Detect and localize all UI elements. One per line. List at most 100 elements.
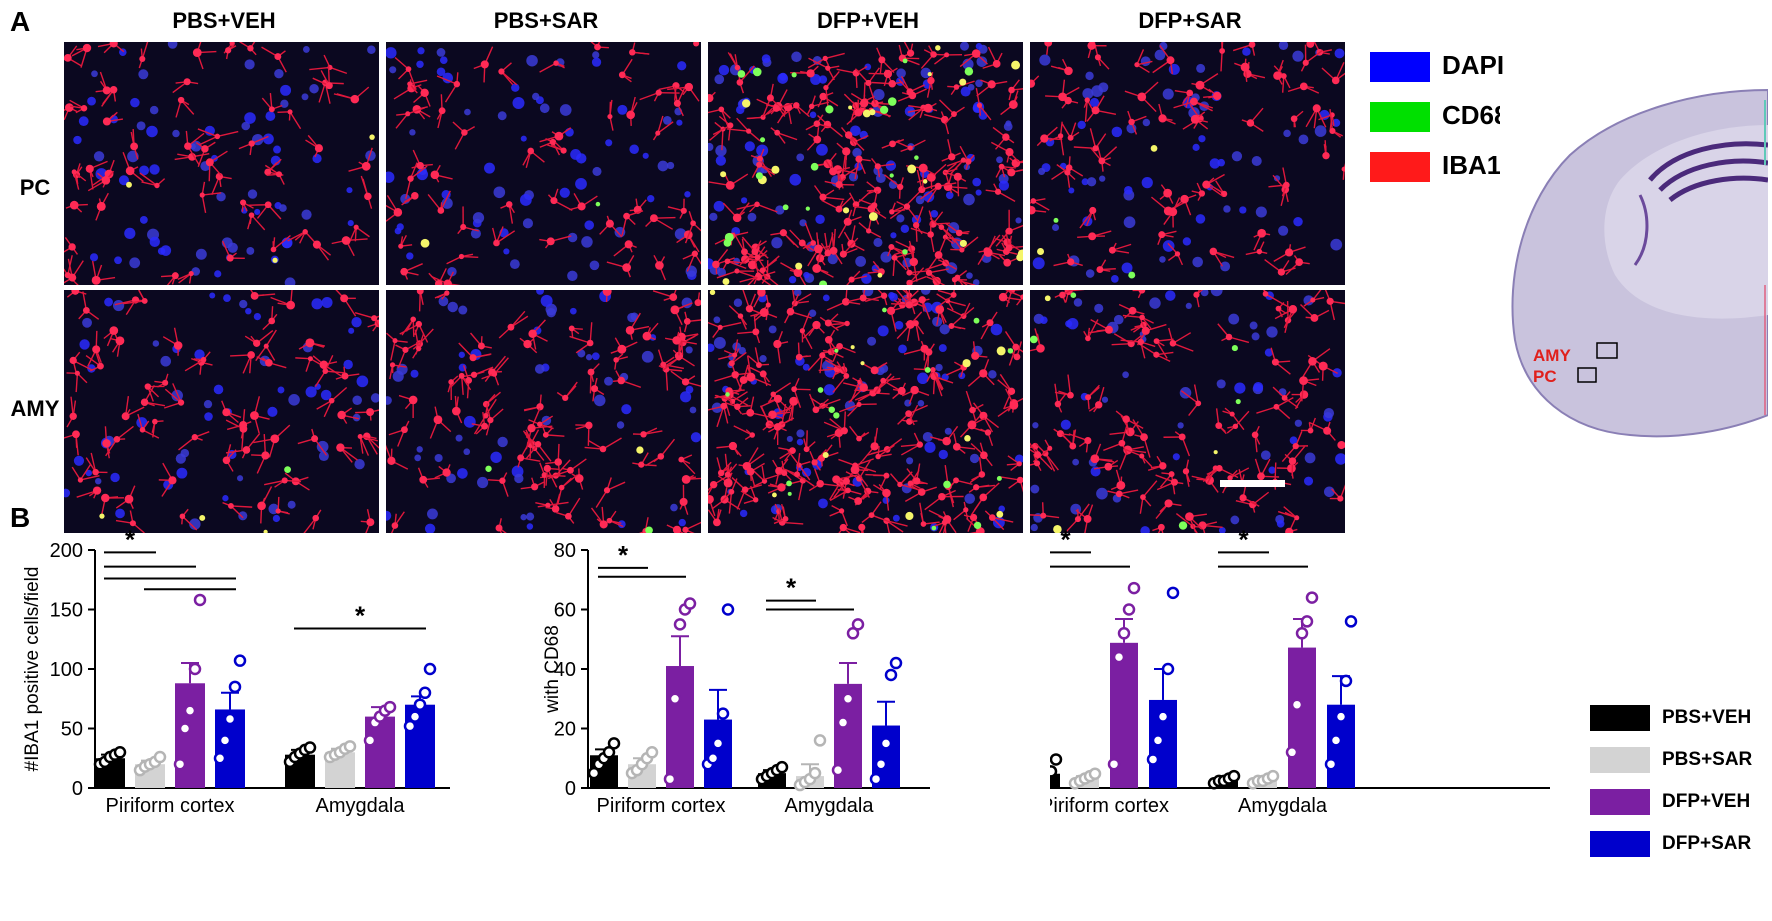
column-title-dfp-veh: DFP+VEH [816, 8, 920, 33]
y-tick-label: 40 [554, 659, 576, 681]
group-swatch-pbs-veh [1590, 705, 1650, 731]
legend-swatch-cd68 [1370, 102, 1430, 132]
data-point [1151, 734, 1165, 747]
data-point [663, 772, 677, 786]
data-point [721, 603, 735, 616]
significance-star: * [1060, 530, 1071, 554]
data-point [607, 737, 621, 750]
column-title-pbs-sar: PBS+SAR [493, 8, 599, 33]
x-category-label: Piriform cortex [106, 795, 235, 817]
data-point [213, 752, 227, 765]
x-category-label: Amygdala [1238, 795, 1328, 817]
data-point [1166, 586, 1180, 600]
y-tick-label: 200 [50, 540, 83, 562]
data-point [869, 772, 883, 786]
data-point [1050, 753, 1063, 766]
group-swatch-dfp-veh [1590, 789, 1650, 815]
micrograph-tile [708, 290, 1023, 533]
data-point [383, 700, 397, 714]
micrograph-tile [64, 290, 379, 533]
data-point [1334, 710, 1348, 723]
chart-iba1-count: 0 50 100 150 200 #IBA1 positive cells/field Pi… [22, 530, 450, 817]
row-label-pc: PC [19, 175, 51, 200]
data-point [874, 757, 888, 771]
data-point [836, 716, 850, 729]
data-point [879, 737, 893, 750]
data-point [223, 712, 237, 726]
legend-label-cd68: CD68 [1442, 100, 1509, 130]
data-point [218, 734, 232, 747]
data-point [173, 757, 187, 771]
data-point [1285, 746, 1299, 759]
bar [704, 719, 732, 788]
micrograph-tile [386, 290, 701, 533]
data-point [1161, 662, 1175, 676]
data-point [711, 737, 725, 750]
data-point [1300, 615, 1314, 628]
chart-m1-like: 020406080100% M1-like IBA1+ve cellsPirif… [1050, 530, 1550, 817]
data-point [1344, 615, 1358, 628]
significance-star: * [786, 573, 797, 603]
y-tick-label: 50 [61, 719, 83, 741]
row-label-amy: AMY [10, 396, 60, 421]
bar [1288, 647, 1316, 788]
data-point [113, 746, 127, 759]
data-point [831, 763, 845, 777]
data-point [1305, 591, 1319, 604]
group-label-dfp-veh: DFP+VEH [1662, 791, 1751, 812]
data-point [228, 680, 242, 694]
group-label-pbs-sar: PBS+SAR [1662, 749, 1753, 770]
brain-label-amy: AMY [1533, 346, 1571, 365]
data-point [1117, 627, 1131, 640]
data-point [884, 668, 898, 682]
data-point [183, 704, 197, 717]
data-point [193, 593, 207, 607]
data-point [408, 710, 422, 723]
brain-label-pc: PC [1533, 367, 1557, 386]
x-category-label: Amygdala [316, 795, 406, 817]
x-category-label: Piriform cortex [1050, 795, 1169, 817]
significance-star: * [125, 530, 136, 554]
data-point [775, 760, 789, 774]
data-point [343, 740, 357, 753]
group-label-pbs-veh: PBS+VEH [1662, 707, 1752, 728]
data-point [1127, 581, 1141, 595]
data-point [813, 734, 827, 747]
y-tick-label: 0 [565, 778, 576, 800]
data-point [841, 692, 855, 705]
legend-swatch-dapi [1370, 52, 1430, 82]
significance-star: * [1238, 530, 1249, 554]
legend-label-dapi: DAPI [1442, 50, 1505, 80]
legend-label-iba1: IBA1 [1442, 150, 1502, 180]
y-tick-label: 0 [72, 778, 83, 800]
scale-bar [1220, 480, 1285, 487]
legend-swatch-iba1 [1370, 152, 1430, 182]
data-point [683, 597, 697, 610]
data-point [1329, 734, 1343, 747]
bar [1050, 773, 1060, 788]
data-point [188, 662, 202, 676]
data-point [1088, 767, 1102, 780]
data-point [1112, 650, 1126, 664]
data-point [1339, 674, 1353, 688]
data-point [403, 719, 417, 733]
data-point [233, 654, 247, 667]
data-point [1156, 710, 1170, 723]
group-swatch-dfp-sar [1590, 831, 1650, 857]
group-label-dfp-sar: DFP+SAR [1662, 833, 1752, 854]
data-point [178, 722, 192, 735]
bar [666, 666, 694, 788]
data-point [602, 746, 616, 759]
data-point [153, 750, 167, 764]
micrograph-tile [386, 42, 701, 285]
significance-star: * [355, 601, 366, 631]
data-point [1146, 753, 1160, 766]
column-title-dfp-sar: DFP+SAR [1138, 8, 1242, 33]
data-point [413, 698, 427, 711]
data-point [808, 766, 822, 780]
data-point [645, 746, 659, 759]
y-tick-label: 100 [50, 659, 83, 681]
brain-section-svg: AMY PC [1511, 88, 1769, 438]
micrograph-tile [1030, 290, 1345, 533]
